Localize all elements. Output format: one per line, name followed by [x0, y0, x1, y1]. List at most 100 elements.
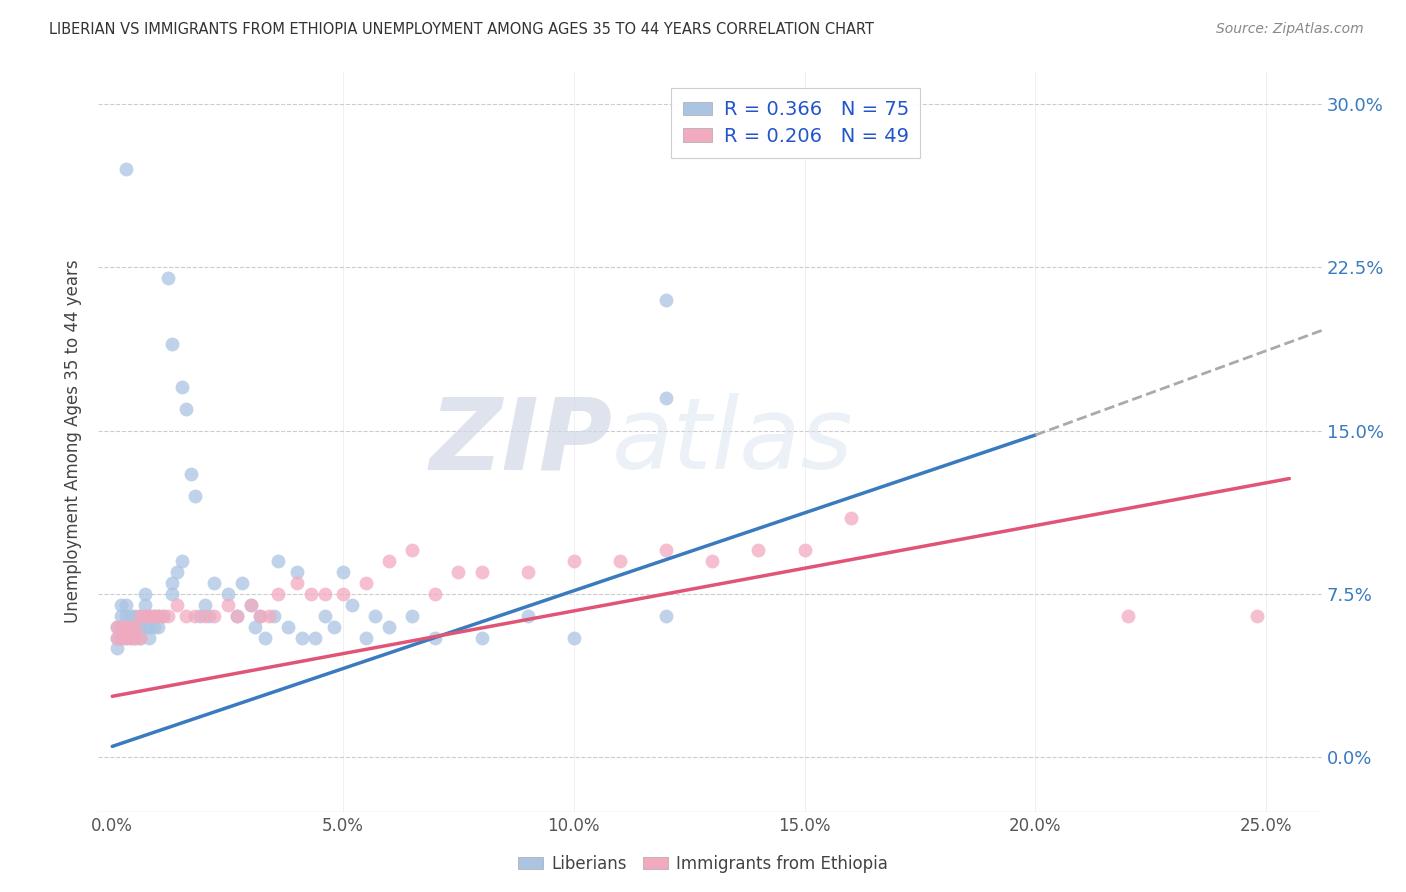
Point — [609, 554, 631, 568]
Point — [110, 619, 132, 633]
Point — [105, 631, 128, 645]
Point — [142, 619, 165, 633]
Point — [170, 554, 193, 568]
Point — [793, 543, 815, 558]
Point — [285, 576, 308, 591]
Point — [120, 631, 142, 645]
Point — [110, 608, 132, 623]
Point — [105, 619, 128, 633]
Point — [217, 598, 239, 612]
Point — [138, 631, 160, 645]
Point — [364, 608, 387, 623]
Point — [314, 608, 336, 623]
Point — [516, 608, 538, 623]
Point — [110, 631, 132, 645]
Point — [162, 587, 184, 601]
Point — [148, 608, 170, 623]
Point — [470, 565, 492, 579]
Point — [314, 587, 336, 601]
Point — [378, 619, 401, 633]
Point — [174, 608, 197, 623]
Point — [198, 608, 221, 623]
Point — [263, 608, 285, 623]
Point — [129, 631, 152, 645]
Point — [134, 608, 156, 623]
Point — [120, 619, 142, 633]
Point — [152, 608, 174, 623]
Point — [290, 631, 312, 645]
Point — [129, 608, 152, 623]
Point — [304, 631, 326, 645]
Point — [322, 619, 344, 633]
Point — [225, 608, 247, 623]
Point — [162, 576, 184, 591]
Point — [655, 293, 678, 307]
Point — [655, 543, 678, 558]
Point — [231, 576, 253, 591]
Point — [115, 631, 138, 645]
Text: Source: ZipAtlas.com: Source: ZipAtlas.com — [1216, 22, 1364, 37]
Point — [239, 598, 262, 612]
Point — [839, 510, 862, 524]
Point — [299, 587, 322, 601]
Point — [120, 631, 142, 645]
Point — [202, 608, 225, 623]
Point — [115, 608, 138, 623]
Point — [354, 631, 377, 645]
Point — [747, 543, 769, 558]
Point — [425, 587, 447, 601]
Point — [110, 598, 132, 612]
Point — [378, 554, 401, 568]
Point — [134, 598, 156, 612]
Point — [134, 587, 156, 601]
Point — [152, 608, 174, 623]
Point — [120, 619, 142, 633]
Point — [225, 608, 247, 623]
Point — [162, 336, 184, 351]
Point — [174, 401, 197, 416]
Point — [138, 608, 160, 623]
Point — [124, 619, 146, 633]
Point — [120, 608, 142, 623]
Point — [105, 631, 128, 645]
Point — [562, 554, 585, 568]
Point — [180, 467, 202, 482]
Point — [105, 619, 128, 633]
Point — [115, 598, 138, 612]
Point — [115, 162, 138, 177]
Point — [105, 641, 128, 656]
Point — [110, 631, 132, 645]
Point — [166, 565, 188, 579]
Point — [1246, 608, 1268, 623]
Point — [516, 565, 538, 579]
Point — [129, 631, 152, 645]
Point — [142, 608, 165, 623]
Point — [257, 608, 280, 623]
Point — [1116, 608, 1139, 623]
Point — [354, 576, 377, 591]
Point — [194, 608, 217, 623]
Point — [138, 619, 160, 633]
Point — [124, 631, 146, 645]
Point — [134, 608, 156, 623]
Point — [245, 619, 267, 633]
Point — [217, 587, 239, 601]
Text: ZIP: ZIP — [429, 393, 612, 490]
Point — [447, 565, 470, 579]
Point — [267, 587, 290, 601]
Y-axis label: Unemployment Among Ages 35 to 44 years: Unemployment Among Ages 35 to 44 years — [65, 260, 83, 624]
Point — [655, 391, 678, 405]
Point — [115, 631, 138, 645]
Point — [239, 598, 262, 612]
Point — [249, 608, 271, 623]
Point — [194, 598, 217, 612]
Point — [425, 631, 447, 645]
Point — [401, 608, 423, 623]
Point — [156, 608, 179, 623]
Point — [202, 576, 225, 591]
Point — [166, 598, 188, 612]
Point — [110, 619, 132, 633]
Legend: Liberians, Immigrants from Ethiopia: Liberians, Immigrants from Ethiopia — [510, 848, 896, 880]
Point — [277, 619, 299, 633]
Point — [170, 380, 193, 394]
